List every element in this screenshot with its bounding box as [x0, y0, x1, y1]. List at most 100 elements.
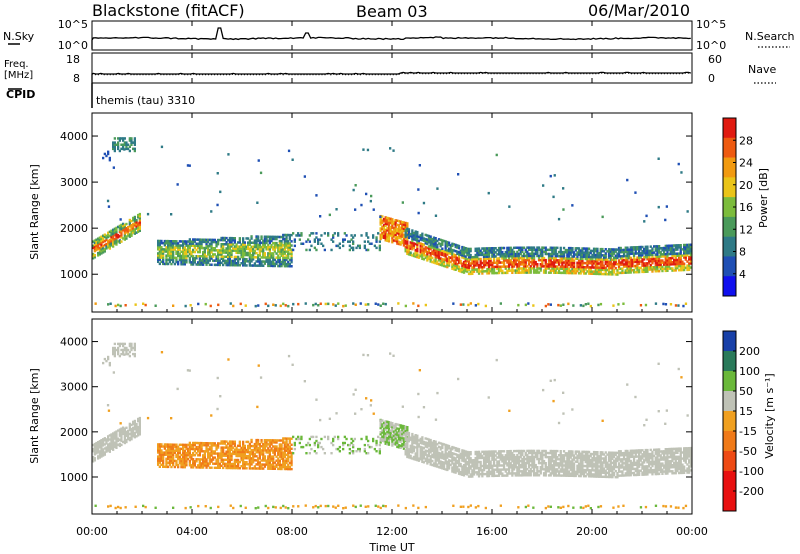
power-cell — [447, 262, 451, 265]
power-cell — [662, 302, 665, 306]
power-cell — [223, 259, 226, 263]
power-cell — [492, 269, 496, 273]
power-cell — [180, 256, 183, 260]
power-cell — [627, 250, 631, 253]
power-cell — [629, 256, 632, 260]
power-cell — [238, 251, 241, 255]
power-cell — [434, 259, 437, 263]
power-cell — [674, 258, 677, 262]
power-cell — [200, 238, 203, 241]
velocity-cell — [370, 445, 373, 449]
power-cell — [426, 240, 429, 243]
power-cell — [212, 253, 215, 256]
power-cell — [429, 258, 432, 261]
power-cell — [142, 302, 145, 305]
power-cell — [397, 228, 401, 231]
power-cell — [411, 245, 414, 249]
power-cell — [678, 260, 681, 264]
power-cell — [414, 230, 417, 233]
power-cell — [549, 263, 552, 266]
power-cell — [542, 256, 546, 260]
power-cell — [182, 248, 185, 251]
power-cell — [167, 250, 170, 253]
power-cell — [612, 260, 616, 264]
power-cell — [399, 243, 402, 246]
power-cell — [273, 262, 276, 266]
velocity-cell — [250, 463, 253, 466]
power-cell — [323, 232, 326, 235]
velocity-cell — [288, 449, 291, 452]
velocity-cell — [93, 442, 96, 446]
power-cell — [454, 264, 457, 267]
power-cell — [572, 269, 576, 273]
power-cell — [283, 256, 286, 260]
velocity-cell — [108, 446, 111, 449]
power-cell — [606, 258, 609, 261]
velocity-cell — [367, 452, 370, 455]
power-cell — [237, 241, 240, 244]
velocity-cell — [427, 452, 431, 455]
velocity-cell — [168, 449, 171, 452]
power-cell — [634, 248, 637, 251]
power-cell — [639, 304, 643, 307]
power-cell — [504, 250, 507, 254]
power-cell — [571, 265, 574, 269]
velocity-cell — [305, 443, 308, 447]
power-cell — [509, 269, 512, 272]
power-cell — [352, 240, 355, 243]
velocity-cell — [434, 450, 437, 454]
velocity-cell — [412, 449, 416, 453]
power-cell — [406, 240, 409, 243]
power-cell — [379, 223, 382, 226]
power-cell — [407, 248, 411, 252]
velocity-cell — [409, 456, 412, 460]
power-cell — [287, 254, 290, 258]
velocity-cell — [118, 344, 121, 348]
velocity-cell — [137, 430, 140, 433]
power-cell — [200, 261, 203, 264]
velocity-cell — [396, 441, 399, 444]
power-cell — [233, 245, 236, 248]
velocity-cell — [392, 424, 396, 427]
velocity-cell — [406, 443, 409, 446]
velocity-cell — [432, 446, 436, 449]
velocity-cell — [409, 450, 412, 454]
power-cell — [612, 262, 616, 266]
velocity-cell — [375, 443, 378, 447]
power-cell — [212, 255, 215, 258]
velocity-cell — [447, 459, 451, 462]
velocity-cell — [263, 459, 266, 462]
power-cell — [93, 245, 96, 249]
power-cell — [664, 248, 667, 252]
velocity-cell — [130, 433, 133, 437]
velocity-cell — [192, 441, 195, 445]
power-cell — [439, 253, 442, 256]
velocity-cell — [285, 453, 288, 456]
velocity-cell — [242, 461, 245, 464]
power-cell — [275, 256, 278, 259]
power-cell — [277, 256, 280, 259]
velocity-cell — [451, 456, 454, 459]
velocity-cell — [133, 436, 136, 439]
velocity-cell — [122, 428, 125, 431]
velocity-cell — [230, 440, 233, 443]
power-cell — [524, 267, 527, 270]
velocity-cell — [411, 432, 414, 436]
velocity-cell — [245, 448, 248, 452]
power-cell — [611, 269, 614, 272]
velocity-cell — [232, 446, 235, 449]
velocity-cell — [441, 446, 444, 450]
velocity-cell — [195, 445, 198, 449]
power-cell — [579, 272, 582, 275]
power-cell — [406, 233, 409, 237]
power-cell — [414, 236, 417, 240]
power-cell — [102, 247, 105, 250]
power-cell — [392, 233, 396, 236]
velocity-cell — [98, 450, 101, 453]
power-cell — [664, 267, 667, 270]
power-cell — [482, 257, 486, 261]
power-cell — [557, 255, 561, 258]
power-cell — [459, 259, 462, 263]
power-cell — [444, 248, 447, 252]
power-cell — [451, 252, 454, 256]
